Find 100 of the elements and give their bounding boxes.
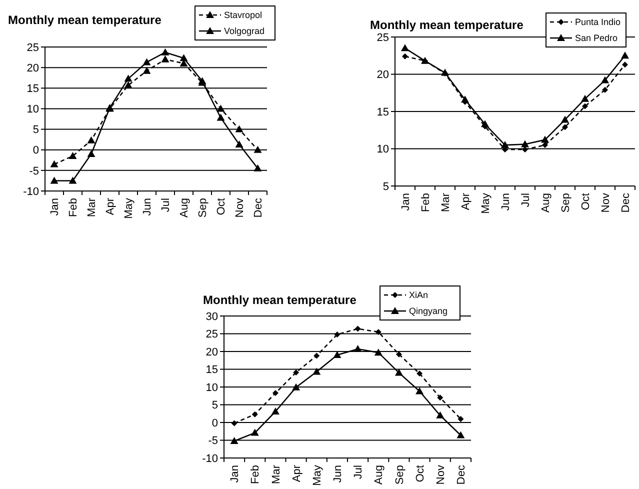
y-tick-label: 30 [206, 310, 218, 323]
x-tick-label: Sep [560, 193, 572, 213]
x-tick-label: Aug [540, 193, 552, 213]
point [161, 55, 170, 62]
x-tick-label: Oct [216, 198, 228, 216]
point [354, 326, 361, 332]
point [230, 436, 238, 444]
chart-title: Monthly mean temperature [370, 18, 524, 32]
point [601, 76, 609, 84]
y-tick-label: 15 [376, 106, 389, 118]
x-tick-label: Mar [86, 198, 98, 217]
point [180, 54, 188, 62]
x-tick-label: Jun [332, 465, 344, 483]
point [542, 142, 548, 148]
point [374, 348, 382, 356]
legend-label: Stavropol [224, 10, 262, 20]
point [561, 116, 569, 123]
y-tick-label: 10 [26, 104, 39, 116]
x-tick-label: Jan [49, 198, 62, 216]
point [252, 411, 258, 418]
x-tick-label: Jun [500, 193, 512, 211]
point [314, 352, 320, 359]
point [436, 411, 444, 418]
point [124, 81, 132, 88]
point [375, 328, 382, 335]
chart-title: Monthly mean temperature [8, 13, 162, 27]
point [437, 394, 444, 401]
point [216, 114, 225, 121]
point [416, 387, 424, 394]
y-tick-label: 5 [32, 124, 39, 136]
x-tick-label: Jan [400, 193, 412, 211]
y-tick-label: 15 [26, 82, 39, 95]
legend-label: San Pedro [575, 33, 618, 44]
point [68, 176, 77, 184]
point [333, 351, 342, 358]
point [250, 428, 259, 436]
point [621, 52, 629, 59]
y-tick-label: -10 [23, 186, 39, 198]
x-tick-label: Sep [197, 198, 210, 218]
legend-label: Qingyang [409, 306, 448, 316]
point [334, 331, 340, 338]
point [401, 44, 409, 52]
y-tick-label: -10 [202, 452, 218, 465]
y-tick-label: 0 [32, 144, 39, 157]
point [312, 368, 321, 375]
point [562, 124, 568, 130]
x-tick-label: Oct [580, 193, 592, 210]
x-tick-label: May [123, 198, 136, 219]
y-tick-label: 20 [26, 62, 39, 74]
point [622, 62, 628, 68]
point [456, 431, 465, 438]
x-tick-label: Dec [620, 192, 632, 213]
point [582, 103, 588, 110]
x-tick-label: Nov [234, 198, 246, 218]
point [461, 96, 469, 103]
y-tick-label: 10 [376, 144, 389, 156]
chart-title: Monthly mean temperature [203, 293, 357, 307]
point [292, 383, 300, 390]
x-tick-label: Feb [420, 193, 432, 212]
point [272, 390, 278, 396]
legend-label: Volgograd [224, 26, 265, 36]
y-tick-label: 20 [376, 69, 389, 82]
point [50, 176, 58, 184]
x-tick-label: Feb [250, 465, 262, 484]
x-tick-label: Jun [142, 198, 154, 216]
x-tick-label: Dec [456, 464, 468, 485]
x-tick-label: May [480, 192, 492, 214]
x-tick-label: Apr [290, 464, 303, 482]
y-tick-label: -5 [29, 165, 39, 178]
point [254, 146, 262, 153]
point [142, 66, 151, 74]
point [235, 140, 244, 148]
y-tick-label: 5 [382, 180, 389, 193]
point [161, 48, 170, 56]
point [521, 140, 529, 148]
point [254, 164, 262, 172]
point [581, 94, 589, 102]
x-tick-label: Jul [352, 465, 365, 480]
x-tick-label: Aug [373, 465, 386, 485]
x-tick-label: Mar [270, 464, 282, 484]
x-tick-label: Dec [252, 198, 265, 218]
point [231, 420, 238, 426]
x-tick-label: Apr [104, 198, 117, 216]
y-tick-label: 15 [206, 364, 218, 376]
legend-label: Punta Indio [575, 17, 621, 28]
point [501, 141, 509, 148]
point [293, 369, 300, 376]
point [216, 104, 225, 112]
point [481, 120, 489, 128]
y-tick-label: -5 [208, 435, 218, 448]
point [541, 136, 549, 143]
y-tick-label: 25 [206, 328, 218, 341]
x-tick-label: Aug [178, 198, 191, 218]
point [402, 53, 408, 60]
point [271, 407, 280, 414]
x-tick-label: Feb [68, 198, 80, 217]
y-tick-label: 25 [376, 32, 389, 44]
point [394, 368, 403, 376]
legend-label: XiAn [409, 290, 428, 300]
point [235, 125, 244, 132]
